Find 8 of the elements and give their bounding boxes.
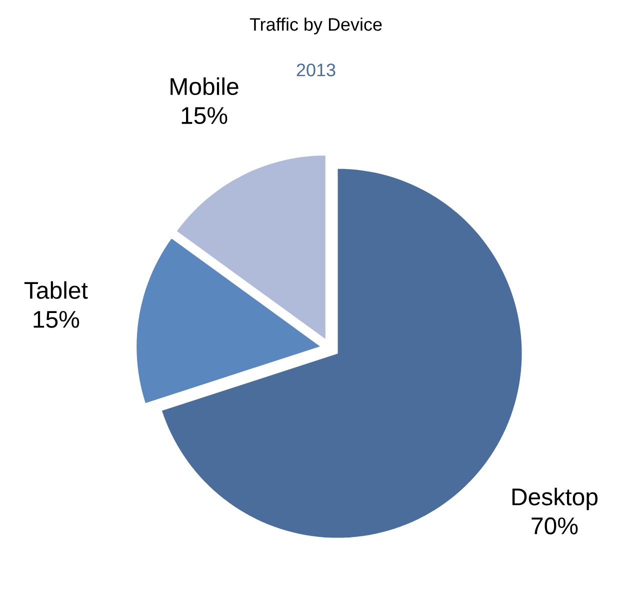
data-label: 70% [532, 517, 578, 534]
slice-label: Mobile [170, 77, 238, 96]
chart-subtitle: 2013 [296, 64, 336, 76]
slice-label: Desktop [512, 488, 598, 510]
data-label: 15% [34, 311, 80, 328]
data-label: 15% [182, 107, 228, 124]
chart-title: Traffic by Device [250, 18, 382, 34]
slice-label: Tablet [24, 281, 88, 299]
